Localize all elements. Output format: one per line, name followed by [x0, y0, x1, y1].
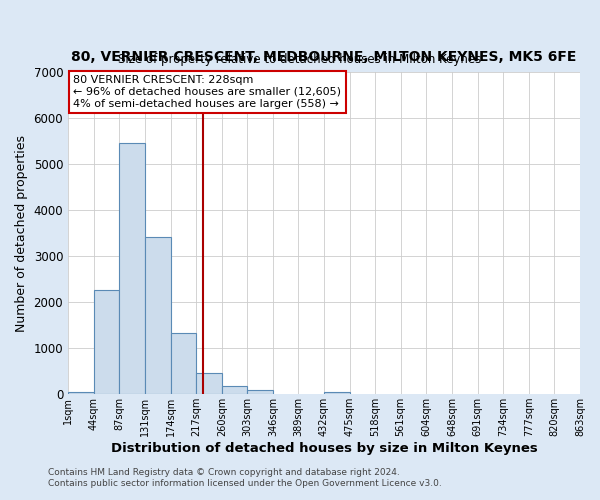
Title: 80, VERNIER CRESCENT, MEDBOURNE, MILTON KEYNES, MK5 6FE: 80, VERNIER CRESCENT, MEDBOURNE, MILTON … [71, 50, 577, 64]
Bar [324, 392, 350, 394]
Bar [196, 373, 222, 394]
X-axis label: Distribution of detached houses by size in Milton Keynes: Distribution of detached houses by size … [110, 442, 538, 455]
Text: Size of property relative to detached houses in Milton Keynes: Size of property relative to detached ho… [118, 52, 482, 66]
Bar [145, 237, 171, 394]
Bar [222, 386, 247, 394]
Bar [94, 290, 119, 394]
Bar [171, 332, 196, 394]
Bar [68, 392, 94, 394]
Y-axis label: Number of detached properties: Number of detached properties [15, 134, 28, 332]
Bar [247, 390, 273, 394]
Text: Contains HM Land Registry data © Crown copyright and database right 2024.
Contai: Contains HM Land Registry data © Crown c… [48, 468, 442, 487]
Text: 80 VERNIER CRESCENT: 228sqm
← 96% of detached houses are smaller (12,605)
4% of : 80 VERNIER CRESCENT: 228sqm ← 96% of det… [73, 76, 341, 108]
Bar [119, 144, 145, 394]
